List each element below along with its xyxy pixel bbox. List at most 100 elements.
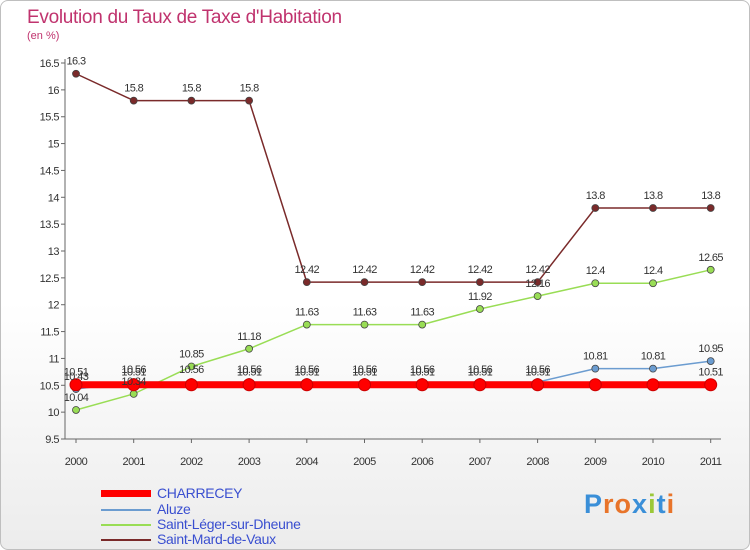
data-label-2-0: 10.04 (64, 392, 89, 404)
data-label-3-10: 13.8 (643, 190, 662, 202)
x-tick-label: 2002 (180, 456, 203, 468)
data-point-2-2 (187, 362, 196, 371)
x-tick-label: 2007 (469, 456, 492, 468)
data-label-3-6: 12.42 (410, 264, 435, 276)
chart-title: Evolution du Taux de Taxe d'Habitation (27, 7, 342, 28)
data-point-0-5 (358, 378, 371, 392)
series-line-2 (75, 269, 711, 411)
data-point-2-10 (649, 279, 657, 288)
logo-letter: r (603, 489, 615, 519)
data-label-1-10: 10.81 (641, 351, 666, 363)
data-label-3-4: 12.42 (295, 264, 320, 276)
data-label-2-2: 10.85 (179, 348, 204, 360)
data-point-3-0 (72, 69, 80, 78)
series-lines (75, 73, 711, 411)
data-label-0-3: 10.51 (237, 367, 262, 379)
data-label-1-9: 10.81 (583, 351, 608, 363)
data-label-0-0: 10.51 (64, 367, 89, 379)
data-point-0-10 (646, 378, 660, 392)
data-point-2-5 (360, 320, 369, 329)
data-label-2-1: 10.34 (121, 376, 146, 388)
y-tick-label: 12.5 (40, 273, 60, 285)
logo-letter: P (584, 489, 604, 519)
data-label-2-8: 12.16 (525, 278, 550, 290)
x-tick-label: 2000 (65, 456, 88, 468)
data-point-1-11 (706, 357, 715, 366)
y-tick-label: 13 (48, 246, 60, 258)
logo-letter: t (656, 489, 667, 519)
data-point-3-4 (302, 278, 311, 287)
data-point-2-3 (245, 344, 254, 353)
legend-label-aluze: Aluze (157, 501, 191, 517)
data-point-2-8 (533, 292, 542, 301)
data-label-0-11: 10.51 (698, 367, 723, 379)
data-label-2-3: 11.18 (237, 331, 261, 343)
data-point-3-7 (475, 278, 484, 287)
data-point-2-6 (418, 320, 427, 329)
data-label-1-11: 10.95 (698, 343, 723, 355)
data-label-2-6: 11.63 (410, 307, 434, 319)
x-tick-label: 2004 (296, 456, 319, 468)
data-point-3-5 (360, 278, 369, 287)
data-point-2-11 (706, 265, 715, 274)
data-label-3-0: 16.3 (66, 56, 85, 68)
data-point-0-11 (704, 378, 718, 392)
x-tick-label: 2006 (411, 456, 434, 468)
x-tick-label: 2008 (526, 456, 549, 468)
data-label-1-0: 10.43 (64, 371, 89, 383)
legend-swatch-aluze (101, 509, 151, 511)
data-label-1-8: 10.56 (525, 364, 550, 376)
y-tick-label: 14 (48, 192, 60, 204)
data-point-0-8 (531, 378, 545, 392)
data-label-3-11: 13.8 (701, 190, 720, 202)
data-point-0-6 (415, 378, 429, 392)
y-tick-label: 9.5 (45, 434, 59, 446)
data-point-2-4 (302, 320, 311, 329)
data-label-2-4: 11.63 (295, 307, 319, 319)
data-point-0-0 (69, 378, 83, 392)
chart-unit-label: (en %) (27, 30, 60, 42)
x-tick-label: 2001 (122, 456, 145, 468)
data-point-1-9 (591, 364, 600, 373)
data-point-0-4 (300, 378, 314, 392)
data-label-1-5: 10.56 (352, 364, 377, 376)
legend-label-saint-mard: Saint-Mard-de-Vaux (157, 531, 276, 547)
data-point-3-9 (591, 204, 600, 212)
legend-label-saint-leger: Saint-Léger-sur-Dheune (157, 516, 301, 532)
legend-swatch-saint-leger (101, 524, 151, 526)
data-label-1-4: 10.56 (295, 364, 320, 376)
legend-label-charrecey: CHARRECEY (157, 485, 243, 501)
logo-letter: x (632, 489, 649, 519)
data-label-0-7: 10.51 (468, 367, 493, 379)
data-label-0-6: 10.51 (410, 367, 435, 379)
data-point-3-1 (129, 96, 138, 105)
y-tick-label: 12 (48, 300, 60, 312)
data-point-0-9 (588, 378, 602, 392)
data-label-3-5: 12.42 (352, 264, 377, 276)
data-label-0-1: 10.51 (121, 367, 146, 379)
data-label-3-9: 13.8 (586, 190, 605, 202)
chart-axes: 9.5 10 10.5 11 11.5 12 12.5 13 13.5 14 14.5 15 15.5 1… (40, 58, 723, 468)
data-point-3-10 (649, 204, 657, 212)
series-line-3 (75, 73, 711, 283)
y-tick-label: 16 (48, 85, 60, 97)
logo-letter: i (666, 489, 676, 519)
data-label-3-7: 12.42 (468, 264, 493, 276)
y-tick-label: 11.5 (40, 327, 59, 339)
data-label-2-7: 11.92 (468, 291, 492, 303)
data-label-2-11: 12.65 (698, 252, 723, 264)
data-label-0-5: 10.51 (352, 367, 377, 379)
data-label-2-9: 12.4 (586, 265, 605, 277)
x-tick-label: 2011 (700, 456, 722, 468)
proxiti-logo: Proxiti (584, 489, 675, 520)
y-tick-label: 11 (49, 353, 60, 365)
data-label-0-4: 10.51 (295, 367, 320, 379)
y-tick-label: 13.5 (40, 219, 60, 231)
y-tick-label: 10 (48, 407, 60, 419)
series-labels: 10.51 10.51 10.51 10.51 10.51 10.51 10.51 10.51… (64, 56, 724, 404)
logo-letter: i (648, 489, 657, 519)
y-tick-label: 15.5 (40, 112, 60, 124)
data-label-1-7: 10.56 (468, 364, 493, 376)
x-tick-label: 2009 (584, 456, 607, 468)
data-point-0-3 (242, 378, 256, 392)
